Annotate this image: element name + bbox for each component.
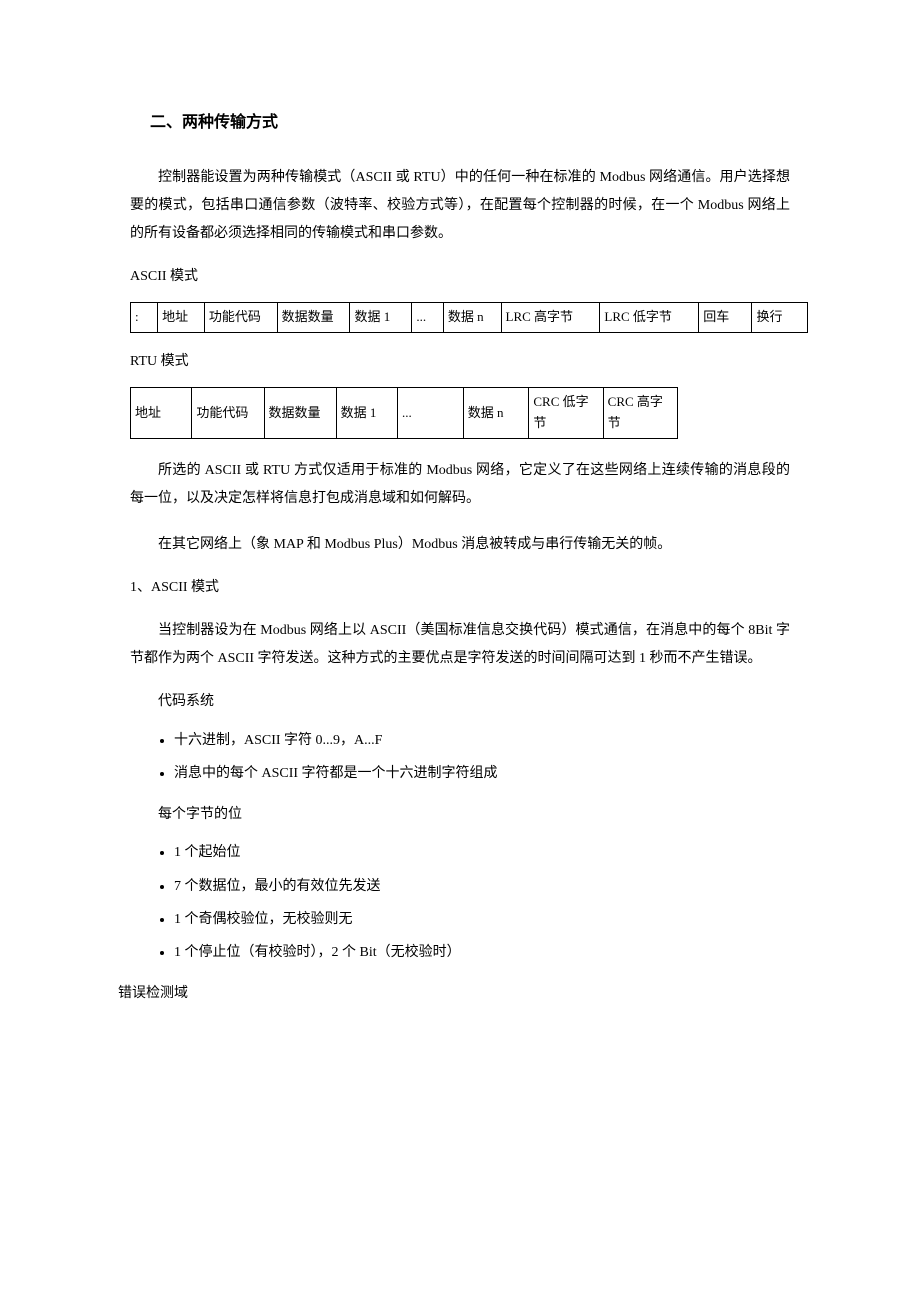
table-cell: 回车 [699,302,752,332]
table-cell: 换行 [752,302,808,332]
body-paragraph: 当控制器设为在 Modbus 网络上以 ASCII（美国标准信息交换代码）模式通… [130,617,790,673]
bits-per-byte-label: 每个字节的位 [130,804,790,826]
ascii-mode-label: ASCII 模式 [130,266,790,288]
table-cell: 功能代码 [192,388,264,439]
body-paragraph: 所选的 ASCII 或 RTU 方式仅适用于标准的 Modbus 网络，它定义了… [130,457,790,513]
subsection-heading: 1、ASCII 模式 [130,577,790,599]
table-cell: 数据 1 [336,388,397,439]
table-cell: ... [398,388,464,439]
list-item: 十六进制，ASCII 字符 0...9，A...F [174,728,790,753]
ascii-frame-table: : 地址 功能代码 数据数量 数据 1 ... 数据 n LRC 高字节 LRC… [130,302,808,333]
table-cell: 功能代码 [204,302,277,332]
list-item: 1 个奇偶校验位，无校验则无 [174,907,790,932]
document-page: 二、两种传输方式 控制器能设置为两种传输模式（ASCII 或 RTU）中的任何一… [0,0,920,1302]
table-cell: CRC 高字节 [603,388,677,439]
table-cell: 地址 [131,388,192,439]
table-cell: 数据数量 [264,388,336,439]
table-cell: : [131,302,158,332]
body-paragraph: 在其它网络上（象 MAP 和 Modbus Plus）Modbus 消息被转成与… [130,531,790,559]
table-cell: CRC 低字节 [529,388,603,439]
code-system-list: 十六进制，ASCII 字符 0...9，A...F 消息中的每个 ASCII 字… [130,728,790,786]
table-cell: LRC 高字节 [501,302,600,332]
error-domain-label: 错误检测域 [118,983,790,1005]
table-cell: 数据数量 [277,302,350,332]
section-heading: 二、两种传输方式 [150,110,790,136]
table-cell: 数据 n [463,388,529,439]
table-cell: 数据 1 [350,302,412,332]
list-item: 消息中的每个 ASCII 字符都是一个十六进制字符组成 [174,761,790,786]
bits-per-byte-list: 1 个起始位 7 个数据位，最小的有效位先发送 1 个奇偶校验位，无校验则无 1… [130,840,790,965]
list-item: 1 个停止位（有校验时），2 个 Bit（无校验时） [174,940,790,965]
rtu-mode-label: RTU 模式 [130,351,790,373]
list-item: 7 个数据位，最小的有效位先发送 [174,874,790,899]
table-cell: ... [412,302,444,332]
rtu-frame-table: 地址 功能代码 数据数量 数据 1 ... 数据 n CRC 低字节 CRC 高… [130,387,678,439]
code-system-label: 代码系统 [130,691,790,713]
table-cell: 数据 n [443,302,501,332]
table-cell: LRC 低字节 [600,302,699,332]
table-cell: 地址 [158,302,205,332]
intro-paragraph: 控制器能设置为两种传输模式（ASCII 或 RTU）中的任何一种在标准的 Mod… [130,164,790,248]
list-item: 1 个起始位 [174,840,790,865]
